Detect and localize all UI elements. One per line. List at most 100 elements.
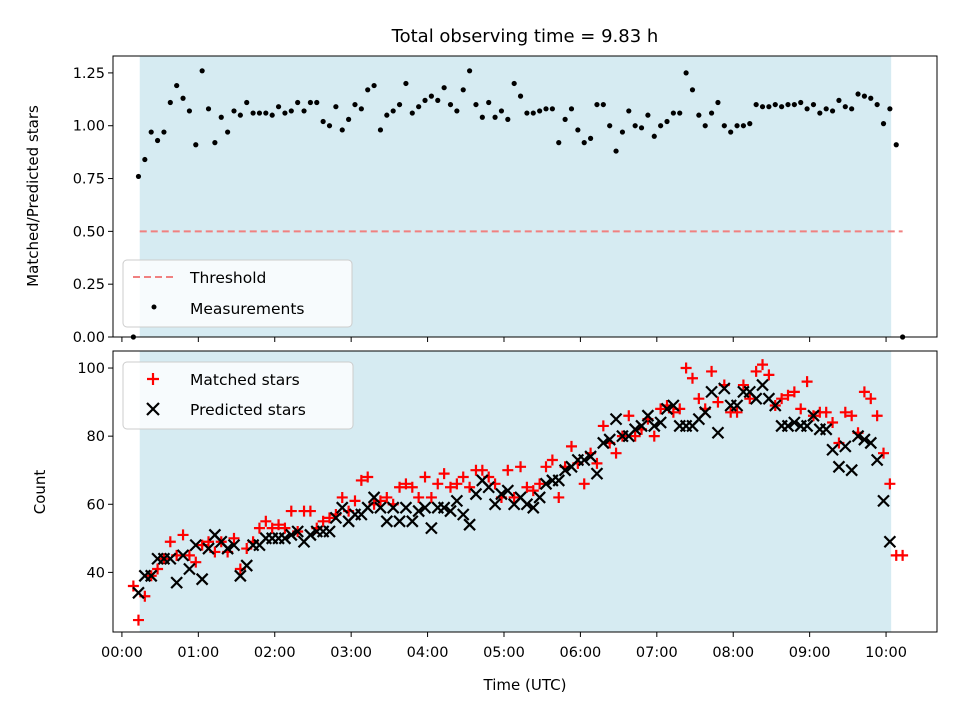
predicted-star-point xyxy=(406,515,419,528)
top-legend-box xyxy=(122,259,353,328)
measurement-point xyxy=(377,127,384,133)
measurement-point xyxy=(849,106,855,112)
matched-star-point xyxy=(801,376,813,388)
matched-star-point xyxy=(827,417,839,429)
measurement-point xyxy=(581,140,587,146)
measurement-point xyxy=(594,101,600,108)
predicted-star-point xyxy=(323,525,336,538)
predicted-star-point xyxy=(527,501,540,514)
predicted-star-point xyxy=(456,508,470,521)
measurement-point xyxy=(263,110,269,116)
predicted-star-point xyxy=(520,497,534,511)
top-axes-frame xyxy=(112,55,938,338)
predicted-star-point xyxy=(877,494,890,508)
predicted-star-point xyxy=(756,378,769,392)
bottom-axes-frame xyxy=(112,350,938,633)
measurement-point xyxy=(880,121,887,127)
measurement-point xyxy=(664,118,670,125)
measurement-point xyxy=(817,110,823,116)
measurement-point xyxy=(696,112,702,118)
predicted-star-point xyxy=(832,460,846,474)
measurement-point xyxy=(772,101,778,108)
predicted-star-point xyxy=(851,429,865,443)
measurement-point xyxy=(174,82,180,89)
measurement-point xyxy=(537,108,543,114)
predicted-star-point xyxy=(463,518,476,531)
top-y-tick-label: 1.00 xyxy=(73,119,105,135)
predicted-star-point xyxy=(425,521,438,535)
matched-star-point xyxy=(406,481,418,493)
top-y-tick-label: 0.75 xyxy=(73,172,105,188)
predicted-star-point xyxy=(412,504,425,518)
predicted-star-point xyxy=(597,436,610,450)
matched-star-point xyxy=(731,406,743,418)
measurement-point xyxy=(638,125,645,131)
measurement-point xyxy=(339,127,345,133)
matched-star-point xyxy=(839,406,851,418)
measurement-point xyxy=(728,129,734,135)
measurement-point xyxy=(282,110,288,116)
predicted-star-point xyxy=(374,501,387,514)
matched-star-point xyxy=(317,515,329,527)
top-y-axis-label: Matched/Predicted stars xyxy=(24,105,42,287)
predicted-star-point xyxy=(195,572,209,586)
matched-star-point xyxy=(502,464,514,476)
matched-star-point xyxy=(438,468,450,480)
measurement-point xyxy=(396,101,403,108)
measurement-point xyxy=(326,123,333,129)
bottom-x-tick-label: 06:00 xyxy=(560,645,602,661)
measurement-point xyxy=(543,106,549,112)
predicted-star-point xyxy=(189,538,203,552)
top-y-tick-label: 0.50 xyxy=(73,224,105,240)
matched-star-point xyxy=(565,440,577,452)
measurement-point xyxy=(460,87,466,93)
measurement-point xyxy=(868,95,874,101)
measurement-point xyxy=(779,104,785,110)
predicted-star-point xyxy=(361,501,374,514)
matched-legend-label: Matched stars xyxy=(190,371,300,389)
measurement-point xyxy=(791,101,797,108)
predicted-star-point xyxy=(183,562,196,576)
predicted-star-point xyxy=(380,515,394,528)
measurement-point xyxy=(479,114,485,120)
measurements-legend-label: Measurements xyxy=(190,300,305,318)
predicted-star-point xyxy=(647,419,661,433)
matched-star-point xyxy=(782,389,794,401)
matched-star-point xyxy=(750,365,762,377)
measurement-point xyxy=(447,101,454,108)
predicted-star-point xyxy=(533,491,546,504)
measurement-point xyxy=(658,123,664,129)
measurement-point xyxy=(371,82,377,89)
measurement-point xyxy=(715,99,721,106)
measurement-point xyxy=(549,106,555,112)
measurement-point xyxy=(823,106,829,112)
predicted-star-point xyxy=(495,487,508,501)
matched-star-point xyxy=(400,478,412,490)
bottom-y-tick-label: 60 xyxy=(87,497,105,513)
matched-star-point xyxy=(279,522,291,534)
predicted-star-point xyxy=(285,528,298,542)
matched-star-point xyxy=(693,393,705,405)
measurement-point xyxy=(498,108,505,114)
measurement-point xyxy=(212,140,218,146)
predicted-star-point xyxy=(749,392,763,405)
measurement-point xyxy=(288,108,294,114)
predicted-star-point xyxy=(800,419,814,433)
predicted-star-point xyxy=(711,426,725,440)
matched-star-point xyxy=(795,403,807,415)
matched-star-point xyxy=(228,532,240,544)
x-axis-label: Time (UTC) xyxy=(483,676,567,694)
measurement-point xyxy=(135,173,142,180)
measurement-point xyxy=(473,101,479,108)
bottom-y-tick-label: 80 xyxy=(87,429,105,445)
measurement-point xyxy=(607,123,613,129)
bottom-y-tick-label: 40 xyxy=(87,565,105,581)
measurement-point xyxy=(517,93,524,99)
matched-star-point xyxy=(425,491,437,503)
measurement-point xyxy=(511,80,517,87)
measurement-point xyxy=(530,110,536,116)
predicted-star-point xyxy=(845,463,858,477)
measurement-point xyxy=(199,68,205,74)
predicted-star-point xyxy=(176,549,190,562)
predicted-star-point xyxy=(705,385,718,399)
